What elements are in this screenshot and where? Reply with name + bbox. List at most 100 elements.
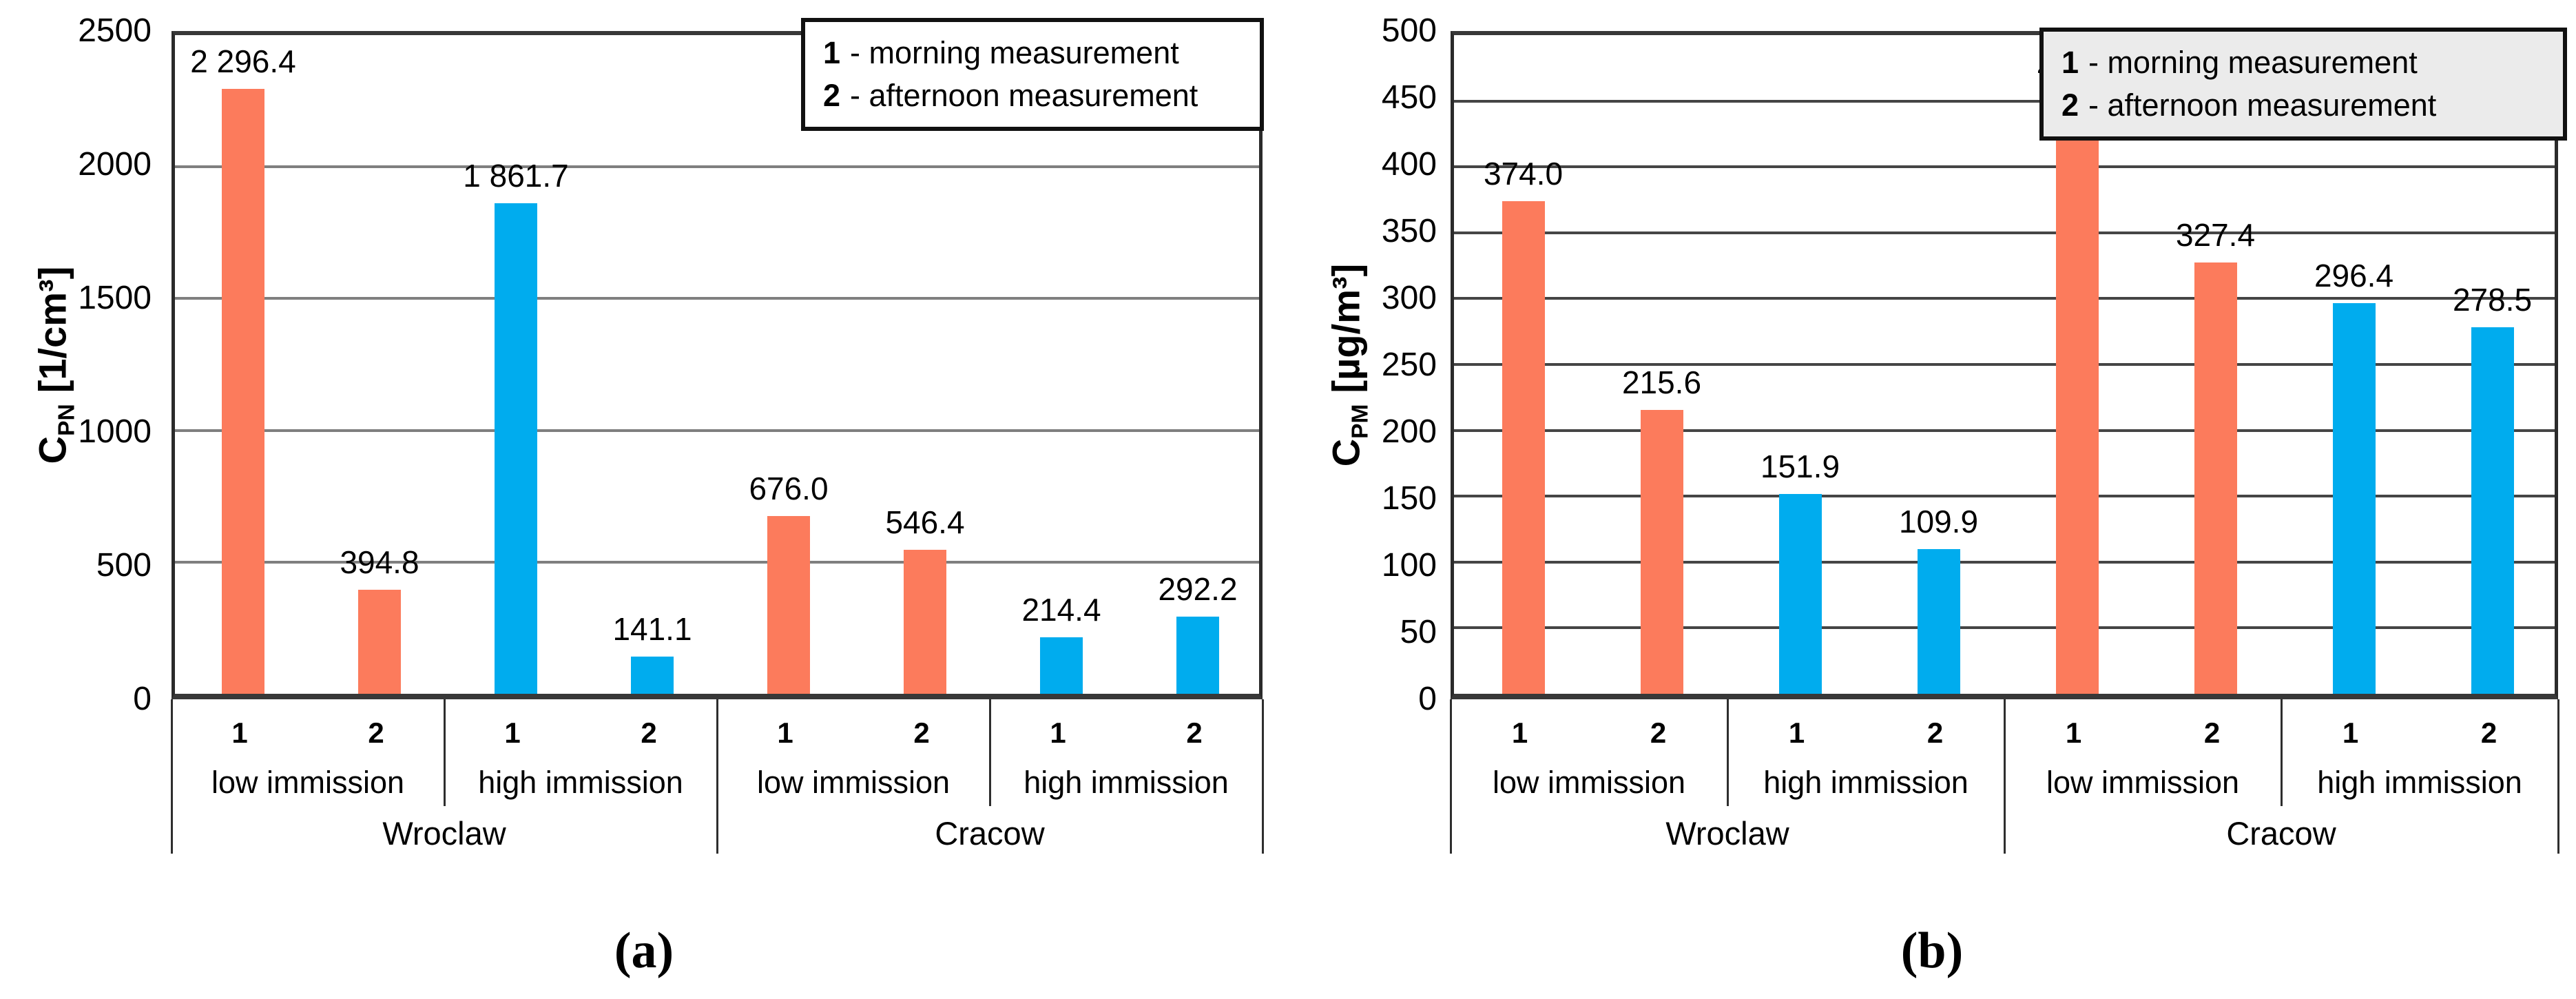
legend-text: - afternoon measurement [2088, 87, 2437, 123]
bar-wroclaw-low-1 [1502, 200, 1545, 694]
plot-area-a: 2 296.4 394.8 1 861.7 141.1 676.0 546.4 214.4 2… [172, 31, 1263, 699]
caption-a: (a) [614, 923, 674, 979]
legend-item: 1 - morning measurement [2044, 41, 2563, 84]
x-group-label-immission: high immission [1763, 765, 1969, 800]
x-tick-measurement-number: 1 [2065, 717, 2082, 749]
bar-value-label: 214.4 [1021, 592, 1101, 628]
bar-value-label: 676.0 [749, 470, 829, 506]
legend-marker: 2 [823, 78, 841, 113]
gridline [1454, 495, 2555, 498]
category-divider [716, 699, 718, 854]
x-tick-measurement-number: 1 [1788, 717, 1805, 749]
bar-value-label: 215.6 [1621, 364, 1702, 400]
category-divider [2003, 699, 2006, 854]
bar-wroclaw-high-2 [1917, 548, 1960, 694]
bar-wroclaw-low-1 [222, 88, 264, 694]
x-group-label-immission: high immission [1024, 765, 1229, 800]
gridline [1454, 560, 2555, 564]
legend-item: 2- afternoon measurement [2044, 84, 2563, 127]
legend-item: 2 - afternoon measurement [805, 74, 1260, 117]
bar-cracow-high-2 [2471, 327, 2514, 694]
chart-panel-b: CPM[µg/m³] 374.0215.6151.9109.9455.1327.… [1288, 0, 2576, 999]
legend-b: 1 - morning measurement 2- afternoon meas… [2039, 28, 2567, 141]
bar-value-label: 292.2 [1158, 571, 1238, 608]
x-group-label-immission: low immission [211, 765, 405, 800]
y-tick-label: 150 [1381, 480, 1437, 517]
legend-item: 1 - morning measurement [805, 32, 1260, 74]
bar-cracow-low-2 [2194, 262, 2237, 694]
bar-value-label: 327.4 [2175, 217, 2256, 254]
category-divider [1449, 699, 1452, 854]
legend-text: - morning measurement [850, 35, 1179, 70]
y-tick-label: 100 [1381, 547, 1437, 584]
bar-value-label: 296.4 [2314, 258, 2394, 294]
legend-marker: 1 [823, 35, 841, 70]
gridline [175, 165, 1259, 169]
bar-value-label: 151.9 [1760, 448, 1840, 484]
x-tick-measurement-number: 2 [2480, 717, 2497, 749]
x-city-label: Cracow [2226, 815, 2336, 852]
category-divider [1261, 699, 1264, 854]
y-tick-label: 450 [1381, 79, 1437, 116]
gridline [175, 297, 1259, 300]
bar-wroclaw-high-1 [495, 203, 537, 694]
gridline [175, 560, 1259, 564]
bar-cracow-high-1 [2332, 303, 2376, 694]
y-tick-label: 300 [1381, 280, 1437, 316]
legend-a: 1 - morning measurement 2 - afternoon meas… [801, 18, 1264, 131]
bar-value-label: 1 861.7 [463, 158, 569, 194]
x-group-label-immission: low immission [2046, 765, 2240, 800]
y-tick-label: 500 [96, 547, 152, 584]
x-tick-measurement-number: 1 [231, 717, 248, 749]
bar-value-label: 278.5 [2452, 281, 2533, 318]
gridline [1454, 429, 2555, 432]
bar-cracow-low-2 [904, 550, 946, 694]
bar-cracow-low-1 [2055, 94, 2099, 694]
x-tick-measurement-number: 2 [913, 717, 930, 749]
x-group-label-immission: low immission [756, 765, 951, 800]
bar-value-label: 394.8 [340, 544, 419, 581]
category-divider [2557, 699, 2559, 854]
x-tick-measurement-number: 1 [1050, 717, 1066, 749]
x-tick-measurement-number: 2 [2203, 717, 2221, 749]
x-city-label: Wroclaw [1665, 815, 1789, 852]
bar-cracow-high-2 [1176, 617, 1219, 694]
legend-marker: 2 [2061, 87, 2079, 123]
bar-value-label: 109.9 [1898, 503, 1979, 539]
y-tick-label: 250 [1381, 347, 1437, 383]
y-tick-label: 50 [1400, 614, 1437, 650]
legend-text: - afternoon measurement [850, 78, 1198, 113]
category-divider [170, 699, 173, 854]
category-divider [988, 699, 991, 806]
y-tick-label: 0 [1418, 681, 1437, 717]
y-tick-label: 200 [1381, 413, 1437, 450]
x-group-label-immission: high immission [478, 765, 683, 800]
gridline [1454, 99, 2555, 103]
x-tick-measurement-number: 2 [1186, 717, 1203, 749]
gridline [1454, 297, 2555, 300]
bar-value-label: 2 296.4 [190, 43, 296, 79]
bar-value-label: 546.4 [885, 504, 965, 541]
x-tick-measurement-number: 1 [504, 717, 521, 749]
gridline [1454, 363, 2555, 366]
x-tick-measurement-number: 2 [1926, 717, 1944, 749]
x-tick-measurement-number: 2 [368, 717, 384, 749]
x-group-label-immission: high immission [2317, 765, 2522, 800]
y-tick-label: 1000 [78, 413, 152, 450]
y-tick-label: 2500 [78, 12, 152, 49]
category-divider [443, 699, 446, 806]
y-tick-label: 500 [1381, 12, 1437, 49]
caption-b: (b) [1900, 923, 1964, 979]
chart-panel-a: CPN[1/cm³] 2 296.4 394.8 1 861.7 141.1 676.0… [30, 12, 1264, 979]
gridline [1454, 165, 2555, 169]
x-tick-measurement-number: 2 [641, 717, 657, 749]
bar-wroclaw-low-2 [1640, 409, 1683, 694]
y-tick-label: 350 [1381, 213, 1437, 249]
x-tick-measurement-number: 2 [1650, 717, 1667, 749]
bar-wroclaw-low-2 [358, 590, 401, 694]
x-tick-measurement-number: 1 [2342, 717, 2359, 749]
legend-text: - morning measurement [2088, 45, 2418, 80]
x-tick-measurement-number: 1 [777, 717, 793, 749]
